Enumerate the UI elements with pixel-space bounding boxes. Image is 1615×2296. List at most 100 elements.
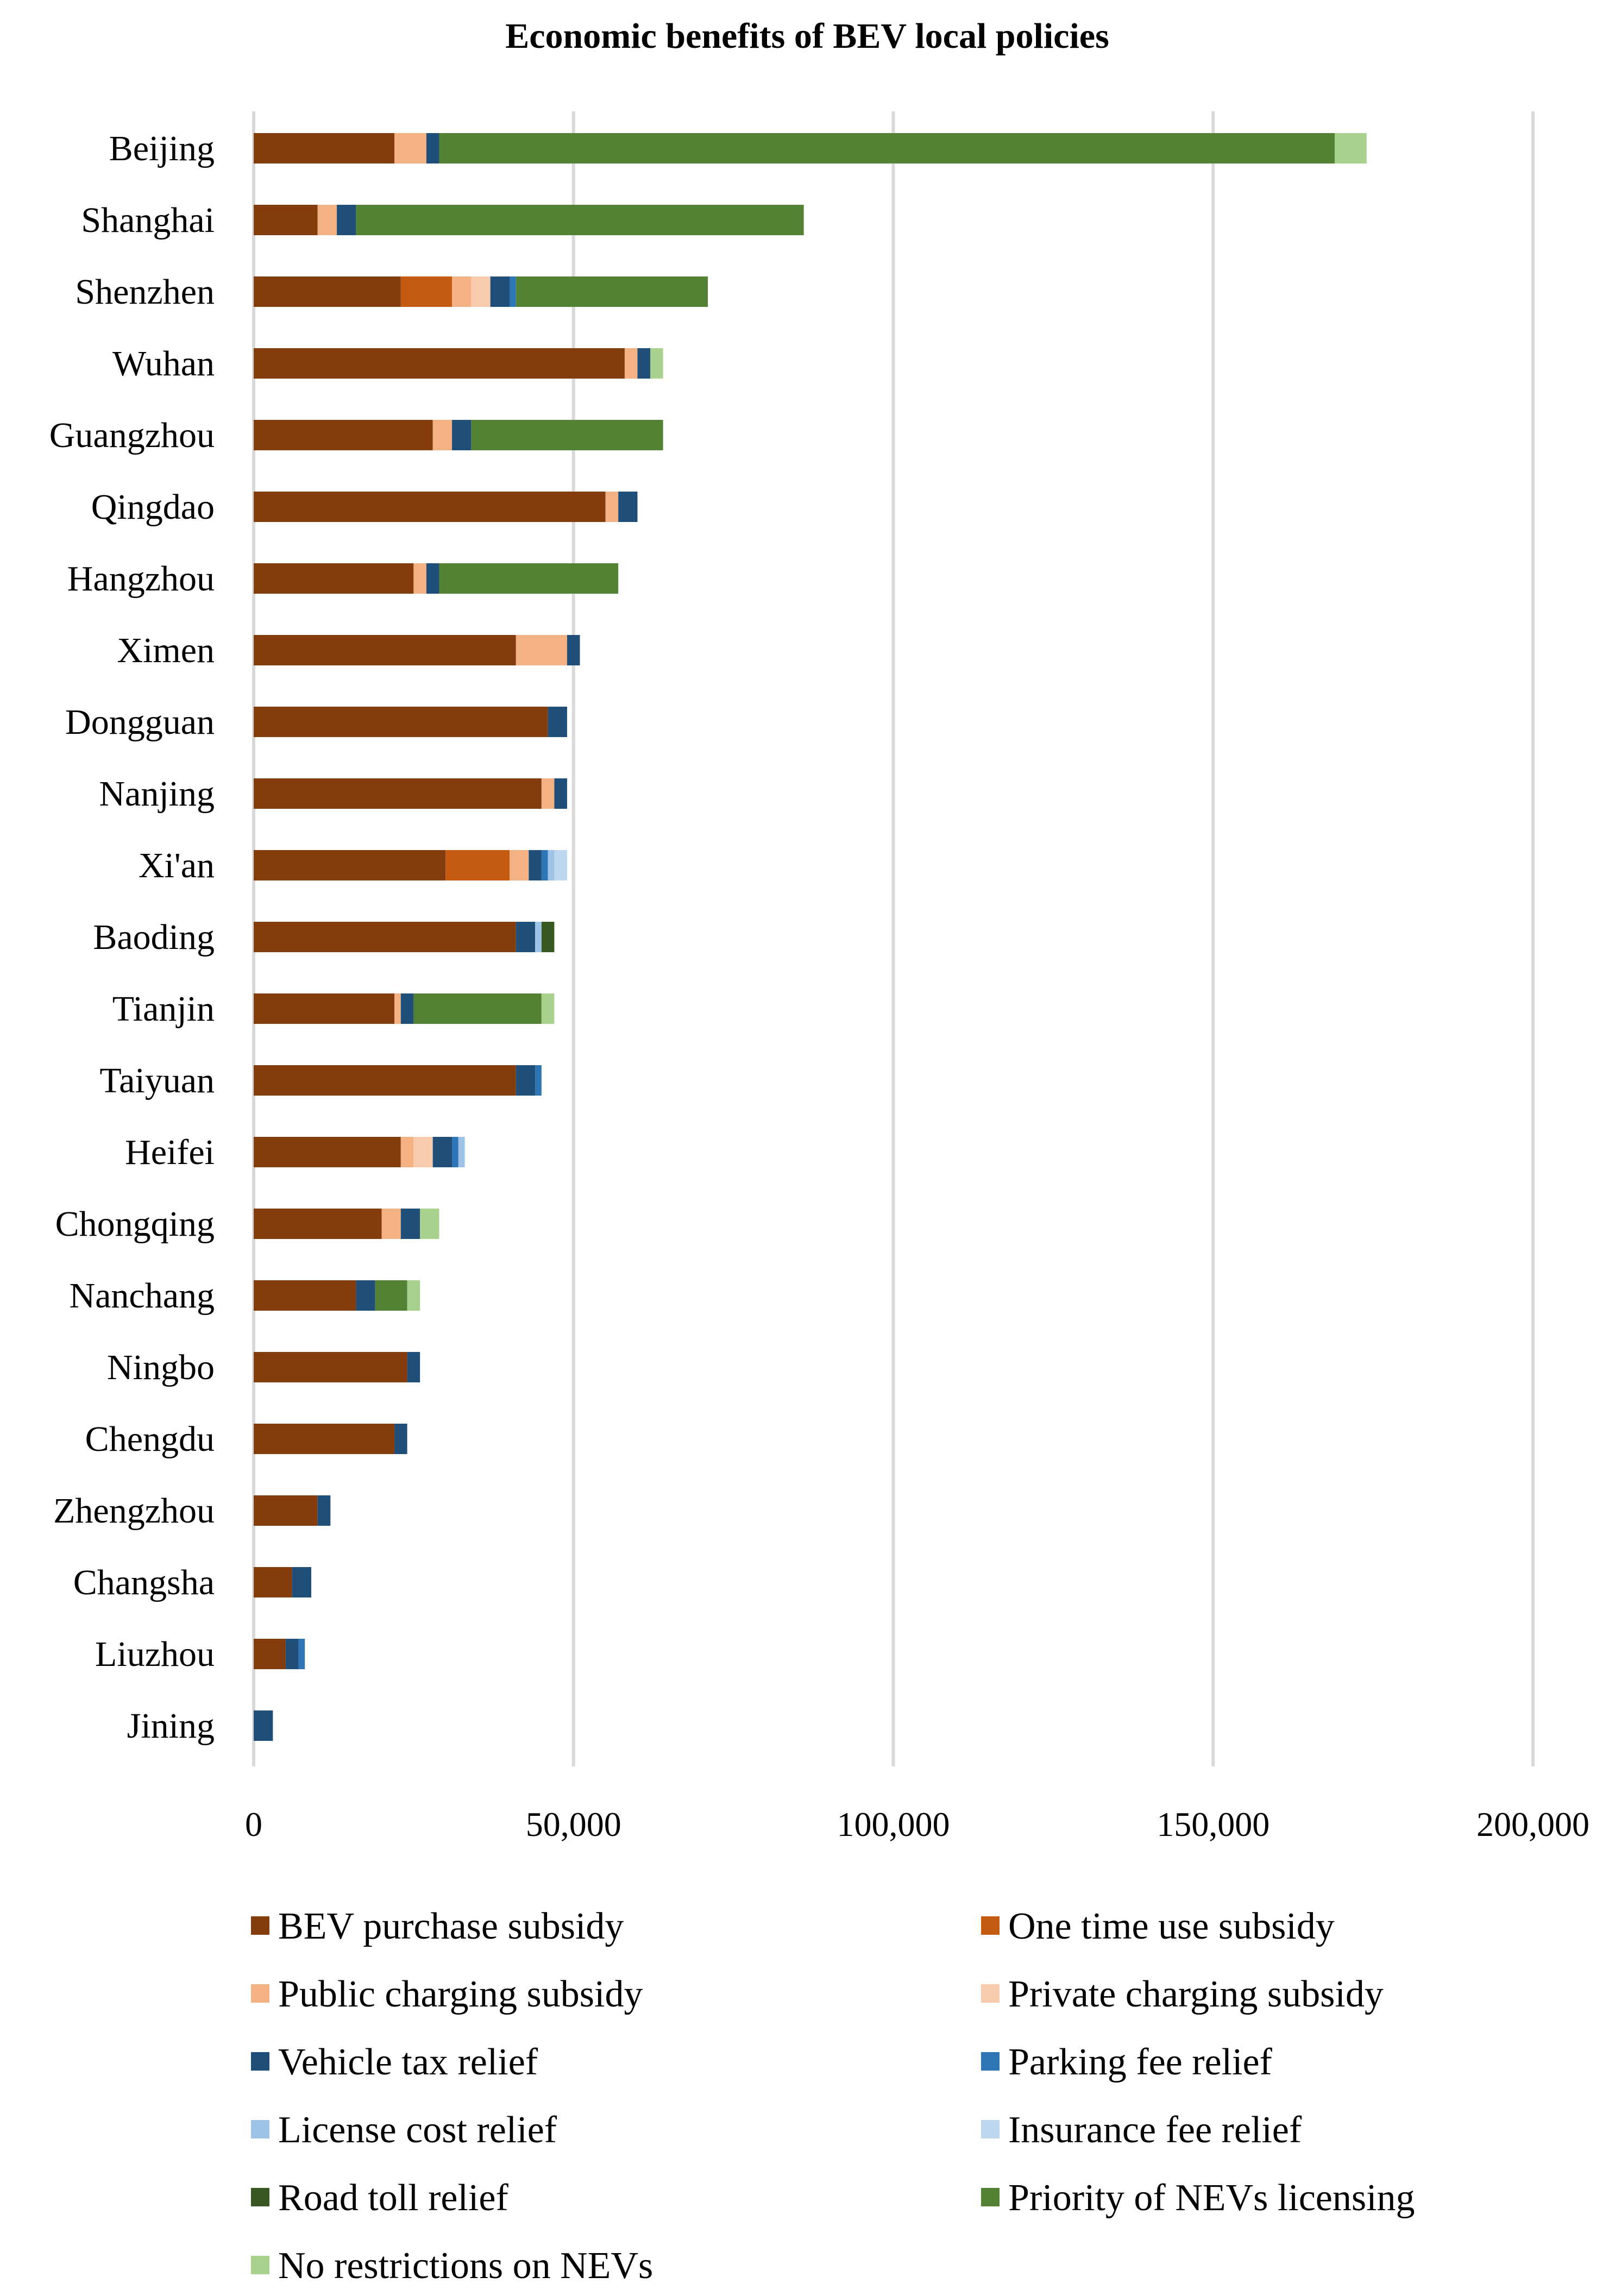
legend-label: Parking fee relief bbox=[1008, 2041, 1273, 2083]
bar-segment bbox=[292, 1567, 311, 1597]
bar-segment bbox=[567, 635, 580, 665]
legend: BEV purchase subsidy One time use subsidy… bbox=[251, 1905, 1415, 2287]
legend-item: No restrictions on NEVs bbox=[251, 2245, 653, 2287]
bar-segment bbox=[356, 1280, 375, 1311]
bar-segment bbox=[254, 993, 395, 1024]
category-label: Dongguan bbox=[65, 702, 215, 742]
bar-segment bbox=[317, 205, 337, 235]
bar-segment bbox=[516, 276, 708, 307]
bar-segment bbox=[452, 420, 472, 450]
bar-segment bbox=[413, 563, 426, 594]
legend-item: Insurance fee relief bbox=[981, 2109, 1302, 2151]
legend-label: Priority of NEVs licensing bbox=[1008, 2177, 1415, 2219]
x-tick-label: 100,000 bbox=[837, 1805, 950, 1844]
bar-segment bbox=[285, 1639, 299, 1669]
bar-segment bbox=[624, 348, 638, 379]
legend-swatch bbox=[251, 1916, 269, 1935]
category-label: Shenzhen bbox=[75, 272, 215, 312]
bar-segment bbox=[439, 133, 1335, 163]
legend-swatch bbox=[251, 1984, 269, 2003]
bar-segment bbox=[254, 922, 516, 952]
bar-segment bbox=[471, 276, 491, 307]
bar-segment bbox=[541, 778, 555, 809]
bar-segment bbox=[637, 348, 651, 379]
bar-segment bbox=[439, 563, 619, 594]
bar-segment bbox=[254, 1710, 273, 1741]
bar-segment bbox=[400, 993, 414, 1024]
bar-segment bbox=[298, 1639, 305, 1669]
bar-segment bbox=[375, 1280, 407, 1311]
legend-swatch bbox=[251, 2120, 269, 2138]
bar-segment bbox=[381, 1209, 401, 1239]
category-label: Tianjin bbox=[112, 989, 215, 1029]
bar-segment bbox=[254, 1352, 407, 1382]
bar-segment bbox=[452, 1137, 458, 1167]
bar-segment bbox=[254, 133, 395, 163]
bar-segment bbox=[650, 348, 663, 379]
category-label: Shanghai bbox=[81, 200, 215, 240]
category-label: Taiyuan bbox=[99, 1061, 215, 1100]
bar-segment bbox=[516, 922, 536, 952]
legend-swatch bbox=[251, 2188, 269, 2206]
bar-segment bbox=[452, 276, 472, 307]
legend-swatch bbox=[251, 2256, 269, 2274]
bar-segment bbox=[254, 276, 401, 307]
category-label: Ningbo bbox=[107, 1348, 215, 1387]
category-label: Baoding bbox=[93, 917, 215, 957]
legend-label: Insurance fee relief bbox=[1008, 2109, 1302, 2151]
category-label: Zhengzhou bbox=[53, 1491, 215, 1531]
bar-segment bbox=[254, 563, 414, 594]
bar-segment bbox=[356, 205, 804, 235]
category-label: Guangzhou bbox=[49, 416, 215, 455]
bar-segment bbox=[541, 922, 555, 952]
bar-segment bbox=[1334, 133, 1367, 163]
bar-segment bbox=[516, 635, 567, 665]
bar-segment bbox=[605, 492, 619, 522]
bar-segment bbox=[413, 993, 542, 1024]
bar-segment bbox=[400, 276, 453, 307]
legend-swatch bbox=[981, 1984, 1000, 2003]
legend-swatch bbox=[251, 2052, 269, 2071]
bar-segment bbox=[529, 850, 542, 880]
bar-segment bbox=[618, 492, 638, 522]
legend-item: License cost relief bbox=[251, 2109, 557, 2151]
legend-swatch bbox=[981, 2052, 1000, 2071]
category-label: Chongqing bbox=[55, 1204, 215, 1244]
bar-segment bbox=[554, 778, 567, 809]
category-label: Chengdu bbox=[85, 1419, 215, 1459]
category-label: Nanjing bbox=[99, 774, 215, 814]
bar-segment bbox=[254, 1639, 286, 1669]
bar-segment bbox=[394, 993, 401, 1024]
category-label: Liuzhou bbox=[95, 1634, 215, 1674]
bar-segment bbox=[490, 276, 510, 307]
gridlines bbox=[252, 111, 1535, 1766]
bar-segment bbox=[394, 1424, 407, 1454]
bar-segment bbox=[254, 348, 625, 379]
bar-segment bbox=[254, 707, 548, 737]
legend-label: BEV purchase subsidy bbox=[278, 1905, 624, 1947]
bar-segment bbox=[254, 1424, 395, 1454]
bar-segment bbox=[535, 922, 542, 952]
bar-segment bbox=[254, 205, 318, 235]
legend-label: License cost relief bbox=[278, 2109, 557, 2151]
legend-item: Private charging subsidy bbox=[981, 1973, 1384, 2015]
bar-segment bbox=[516, 1065, 536, 1096]
bar-segment bbox=[254, 492, 606, 522]
legend-item: Vehicle tax relief bbox=[251, 2041, 538, 2083]
legend-item: Public charging subsidy bbox=[251, 1973, 643, 2015]
bar-segment bbox=[471, 420, 663, 450]
legend-label: No restrictions on NEVs bbox=[278, 2245, 653, 2287]
bar-segment bbox=[413, 1137, 433, 1167]
category-label: Beijing bbox=[109, 129, 215, 168]
bar-segment bbox=[254, 1137, 401, 1167]
category-label: Wuhan bbox=[112, 344, 215, 383]
bar-segment bbox=[400, 1137, 414, 1167]
category-label: Ximen bbox=[117, 631, 215, 670]
legend-item: One time use subsidy bbox=[981, 1905, 1335, 1947]
bar-segment bbox=[394, 133, 426, 163]
bar-segment bbox=[254, 1280, 356, 1311]
category-label: Changsha bbox=[73, 1563, 215, 1602]
bars bbox=[254, 133, 1367, 1741]
legend-swatch bbox=[981, 2120, 1000, 2138]
